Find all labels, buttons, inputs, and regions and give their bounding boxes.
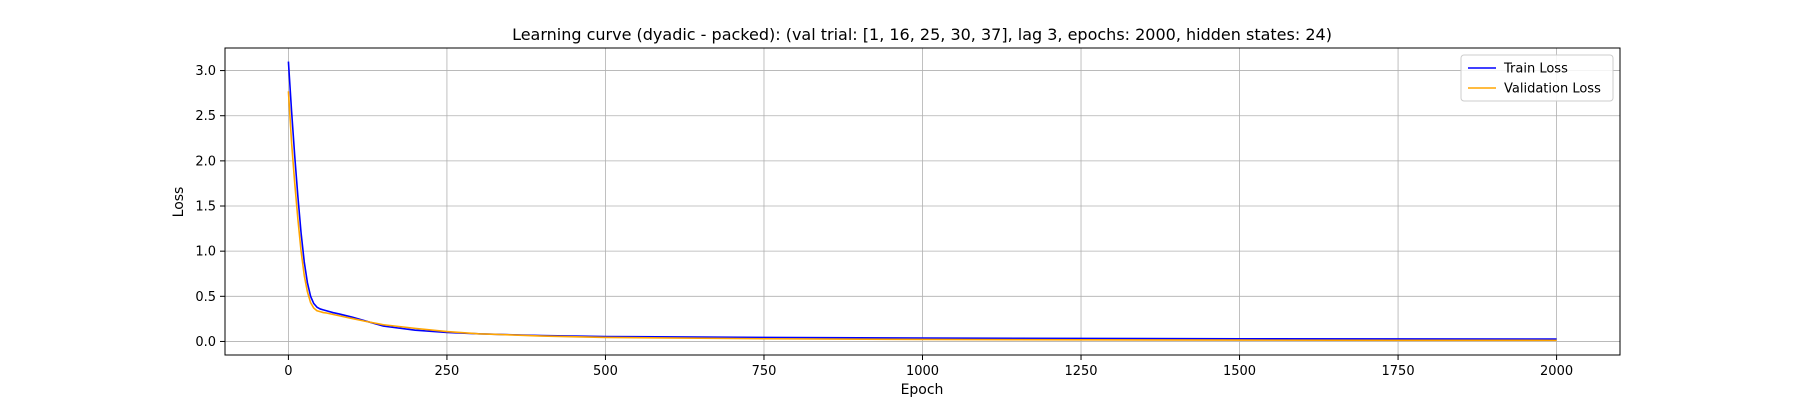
y-tick-label: 2.0 <box>195 154 216 169</box>
y-tick-label: 2.5 <box>195 109 216 124</box>
legend-box <box>1460 54 1614 102</box>
legend-label-train-loss: Train Loss <box>1503 62 1568 77</box>
series-lines <box>287 61 1557 342</box>
ticks: 0 250 500 750 1000 1250 1500 1750 2000 0.0 0.5 1.0 1… <box>195 64 1573 379</box>
x-tick-label: 250 <box>435 364 460 379</box>
chart-title: Learning curve (dyadic - packed): (val t… <box>512 25 1332 44</box>
y-axis-label: Loss <box>171 187 187 218</box>
x-tick-label: 1000 <box>906 364 939 379</box>
y-tick-label: 0.0 <box>195 335 216 350</box>
x-tick-label: 750 <box>752 364 777 379</box>
x-axis-label: Epoch <box>901 382 944 398</box>
y-tick-label: 1.0 <box>195 245 216 260</box>
y-tick-label: 0.5 <box>195 290 216 305</box>
legend-label-validation-loss: Validation Loss <box>1504 82 1601 97</box>
y-tick-label: 3.0 <box>195 64 216 79</box>
x-tick-label: 1750 <box>1382 364 1415 379</box>
series-line-validation-loss <box>287 91 1557 342</box>
x-tick-label: 0 <box>284 364 292 379</box>
legend: Train Loss Validation Loss <box>1460 54 1614 102</box>
x-tick-label: 500 <box>593 364 618 379</box>
x-tick-label: 1500 <box>1223 364 1256 379</box>
x-tick-label: 2000 <box>1540 364 1573 379</box>
x-tick-label: 1250 <box>1064 364 1097 379</box>
series-line-train-loss <box>287 61 1557 340</box>
y-tick-label: 1.5 <box>195 200 216 215</box>
